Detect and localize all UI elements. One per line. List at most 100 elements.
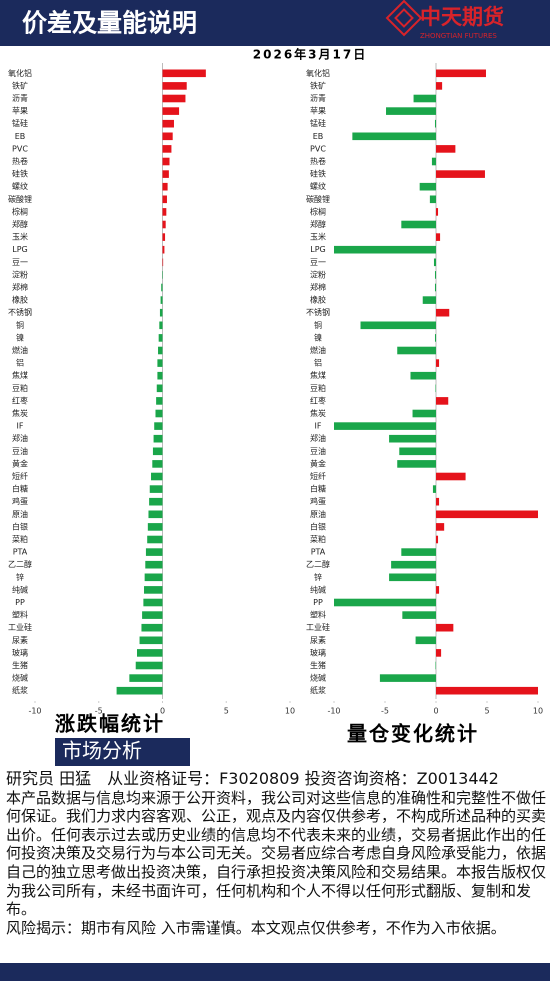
footer-bar [0,963,550,981]
risk: 风险揭示：期市有风险 入市需谨慎。本文观点仅供参考，不作为入市依据。 [6,918,506,937]
category-label: 燃油 [310,345,326,355]
x-tick-label: -10 [28,707,41,716]
disclaimer: 本产品数据与信息均来源于公开资料，我公司对这些信息的准确性和完整性不做任何保证。… [6,788,547,919]
category-label: 尿素 [12,635,28,645]
category-label: 淀粉 [12,269,28,279]
category-label: 热卷 [12,156,28,166]
bar [155,409,163,418]
category-label: PVC [310,144,326,153]
bar [436,233,441,241]
bar [402,611,436,619]
category-label: 不锈钢 [8,307,32,317]
category-label: 螺纹 [310,181,326,191]
category-label: 烧碱 [310,673,326,683]
category-label: 铁矿 [310,80,326,90]
bar [162,220,166,229]
category-label: 硅铁 [310,169,326,179]
category-label: 鸡蛋 [12,496,28,506]
category-label: 原油 [310,509,326,519]
bar [412,409,436,418]
bar [162,258,164,267]
category-label: 玻璃 [12,647,28,657]
bar [158,334,163,342]
logo-en: ZHONGTIAN FUTURES [420,32,497,40]
category-label: 氧化铝 [8,68,32,78]
bar [162,170,169,178]
bar [379,674,436,682]
bar [352,132,436,141]
report-date: 2026年3月17日 [253,47,367,62]
category-label: 塑料 [310,610,326,620]
category-label: 焦炭 [12,408,28,418]
category-label: 豆油 [310,446,326,456]
category-label: 原油 [12,509,28,519]
bar [399,447,436,456]
category-label: 工业硅 [8,622,32,632]
x-tick-label: 0 [160,707,165,716]
category-label: PTA [311,548,326,557]
bar [152,447,163,456]
bar [151,472,163,481]
category-label: 镍 [16,332,24,342]
category-label: 铜 [16,320,24,330]
category-label: 郑棉 [12,282,28,292]
bar [139,636,163,645]
bar [145,548,163,556]
category-label: 铝 [16,358,24,368]
bar [360,321,436,330]
bar [432,485,436,493]
bar [162,208,167,216]
category-label: 燃油 [12,345,28,355]
bar [401,220,436,229]
category-label: PP [15,598,25,607]
bar [422,296,436,304]
bar [436,69,486,78]
category-label: 锌 [16,572,24,582]
category-label: 橡胶 [12,295,28,305]
bar [431,157,436,166]
bar [162,233,166,241]
category-label: 不锈钢 [306,307,330,317]
bar [135,661,163,670]
category-label: 白银 [12,521,28,531]
bar [436,472,466,481]
category-label: 沥青 [310,93,326,103]
category-label: 白糖 [310,484,326,494]
category-label: 棕榈 [310,206,326,216]
category-label: 玉米 [310,232,326,242]
category-label: 螺纹 [12,181,28,191]
category-label: 铜 [314,320,322,330]
bar [144,586,163,594]
bar [401,548,436,556]
category-label: 短纤 [310,471,326,481]
category-label: IF [17,422,24,431]
bar [157,359,163,367]
category-label: 苹果 [310,106,326,116]
category-label: 郑油 [12,433,28,443]
category-label: 生猪 [310,660,326,670]
bar [158,346,163,355]
category-label: LPG [12,245,27,254]
bar [435,384,436,393]
bar [162,107,180,115]
category-label: 黄金 [310,458,326,468]
bar [436,586,440,594]
bar [141,623,163,632]
bar [434,119,436,128]
category-label: 红枣 [310,395,326,405]
bar [162,182,168,191]
category-label: 生猪 [12,660,28,670]
bar [433,258,436,267]
category-label: 苹果 [12,106,28,116]
bar [162,94,186,103]
category-label: 白糖 [12,484,28,494]
bar [156,384,163,393]
category-label: 乙二醇 [8,559,32,569]
logo-cn: 中天期货 [420,5,504,29]
category-label: 尿素 [310,635,326,645]
bar [162,119,174,128]
category-label: 铝 [314,358,322,368]
bar [137,649,163,657]
